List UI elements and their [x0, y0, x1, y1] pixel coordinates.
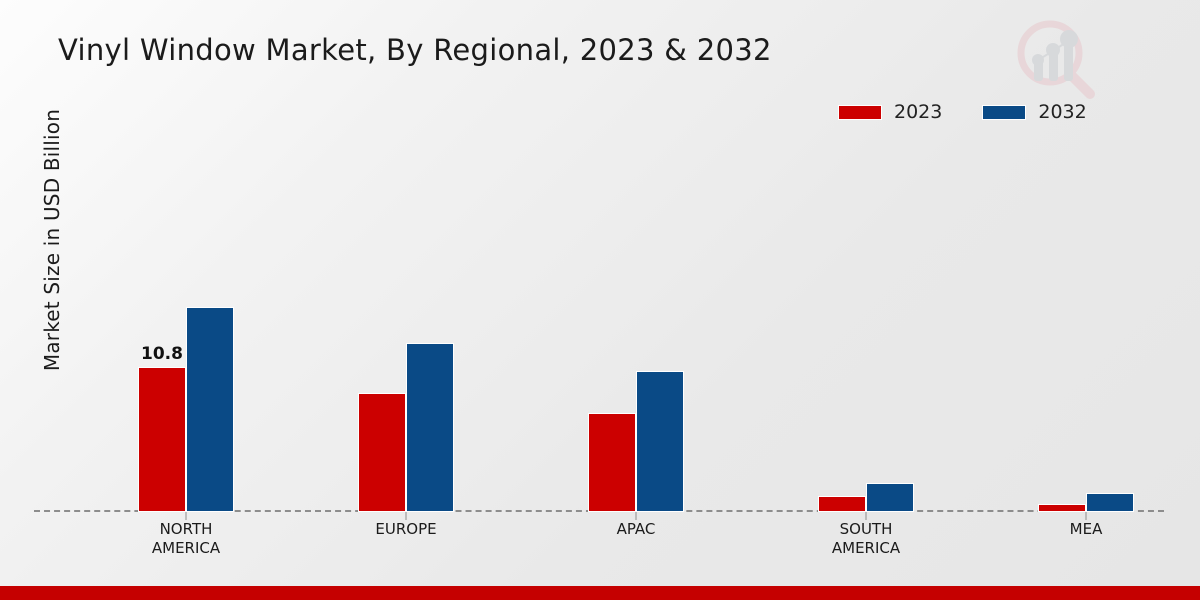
legend-item-2023[interactable]: 2023	[838, 103, 942, 122]
bar-group-north-america: 10.8 NORTH AMERICA	[96, 140, 276, 557]
bar-apac-2023[interactable]	[588, 413, 636, 512]
bar-north-america-2023[interactable]: 10.8	[138, 344, 186, 512]
bar-group-europe: EUROPE	[316, 140, 496, 538]
category-label-europe: EUROPE	[375, 520, 436, 539]
category-label-line2: AMERICA	[151, 539, 221, 557]
bar-mea-2032[interactable]	[1086, 493, 1134, 512]
legend-label-2023: 2023	[894, 101, 943, 123]
axis-tick-south-america	[865, 512, 867, 520]
category-label-line1: NORTH	[159, 520, 213, 538]
category-label-line1: SOUTH	[839, 520, 893, 538]
page-title: Vinyl Window Market, By Regional, 2023 &…	[58, 33, 772, 67]
axis-tick-mea	[1085, 512, 1087, 520]
category-label-mea: MEA	[1070, 520, 1103, 539]
category-label-apac: APAC	[617, 520, 656, 539]
category-label-south-america: SOUTH AMERICA	[832, 520, 900, 558]
bar-group-apac: APAC	[546, 140, 726, 538]
bar-europe-2023[interactable]	[358, 393, 406, 512]
bar-apac-2032[interactable]	[636, 371, 684, 512]
market-research-magnifier-logo-icon	[1010, 12, 1102, 104]
axis-tick-north-america	[185, 512, 187, 520]
bottom-brand-band	[0, 586, 1200, 600]
legend-label-2032: 2032	[1038, 101, 1087, 123]
legend-swatch-2023	[838, 105, 882, 120]
bar-europe-2032[interactable]	[406, 343, 454, 512]
axis-tick-europe	[405, 512, 407, 520]
legend-swatch-2032	[982, 105, 1027, 120]
bar-group-south-america: SOUTH AMERICA	[776, 140, 956, 557]
bar-group-mea: MEA	[996, 140, 1176, 538]
bar-south-america-2023[interactable]	[818, 496, 866, 512]
chart-legend: 2023 2032	[838, 103, 1087, 122]
category-label-line1: APAC	[616, 520, 656, 538]
bar-north-america-2032[interactable]	[186, 307, 234, 512]
bar-value-north-america-2023: 10.8	[141, 344, 183, 364]
axis-tick-apac	[635, 512, 637, 520]
legend-item-2032[interactable]: 2032	[982, 101, 1087, 123]
category-label-north-america: NORTH AMERICA	[152, 520, 220, 558]
category-label-line1: MEA	[1069, 520, 1103, 538]
bar-mea-2023[interactable]	[1038, 504, 1086, 512]
category-label-line2: AMERICA	[831, 539, 901, 557]
bar-south-america-2032[interactable]	[866, 483, 914, 512]
plot-area: 10.8 NORTH AMERICA EUROPE	[34, 140, 1164, 557]
category-label-line1: EUROPE	[375, 520, 437, 538]
